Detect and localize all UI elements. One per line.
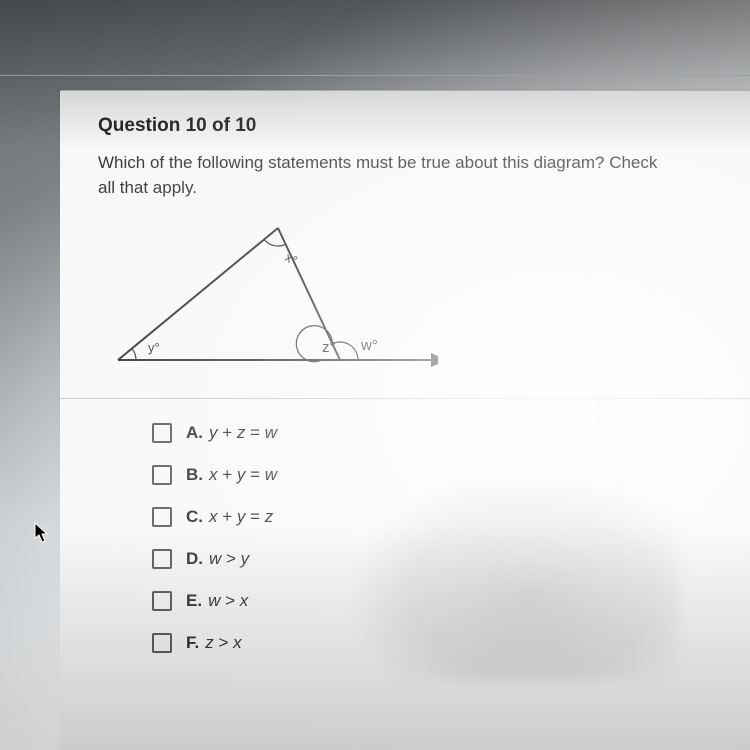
checkbox-e[interactable] [152, 591, 172, 611]
option-label: D.w > y [186, 549, 249, 569]
option-f[interactable]: F.z > x [152, 633, 735, 653]
svg-text:w°: w° [360, 337, 378, 354]
checkbox-a[interactable] [152, 423, 172, 443]
top-divider [0, 75, 750, 76]
question-title: Question 10 of 10 [98, 115, 735, 137]
answers-divider [60, 398, 750, 399]
option-label: E.w > x [186, 591, 248, 611]
svg-text:x°: x° [283, 250, 300, 269]
checkbox-b[interactable] [152, 465, 172, 485]
option-label: C.x + y = z [186, 507, 273, 527]
options-list: A.y + z = w B.x + y = w C.x + y = z D.w > y… [98, 423, 735, 653]
svg-text:y°: y° [148, 340, 160, 355]
triangle-diagram: y° x° z° w° [98, 210, 438, 380]
option-e[interactable]: E.w > x [152, 591, 735, 611]
desktop-surface: Question 10 of 10 Which of the following… [0, 0, 750, 750]
option-c[interactable]: C.x + y = z [152, 507, 735, 527]
option-label: A.y + z = w [186, 423, 277, 443]
svg-text:z°: z° [322, 339, 336, 356]
option-d[interactable]: D.w > y [152, 549, 735, 569]
checkbox-f[interactable] [152, 633, 172, 653]
question-prompt: Which of the following statements must b… [98, 151, 658, 200]
checkbox-d[interactable] [152, 549, 172, 569]
mouse-cursor [34, 522, 50, 544]
option-a[interactable]: A.y + z = w [152, 423, 735, 443]
option-label: B.x + y = w [186, 465, 277, 485]
question-card: Question 10 of 10 Which of the following… [60, 90, 750, 750]
checkbox-c[interactable] [152, 507, 172, 527]
option-label: F.z > x [186, 633, 242, 653]
option-b[interactable]: B.x + y = w [152, 465, 735, 485]
